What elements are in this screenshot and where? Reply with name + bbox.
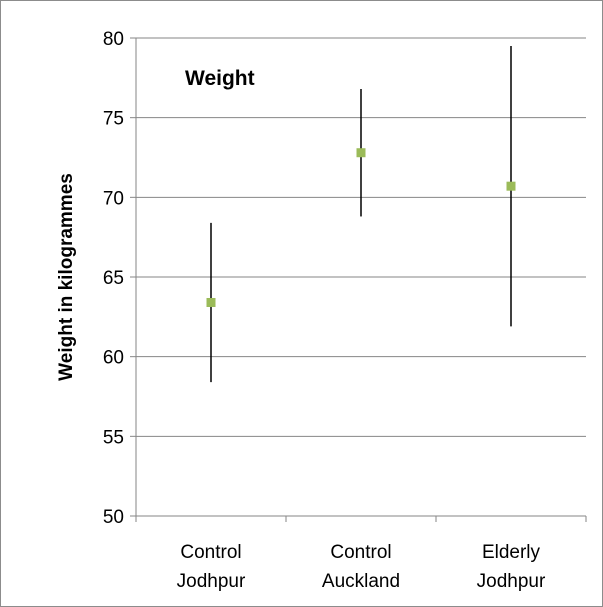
x-category-label: Control Auckland [322, 542, 400, 592]
x-category-label-line: Elderly [482, 542, 541, 563]
y-tick-label: 70 [103, 188, 124, 209]
error-bars [210, 45, 512, 383]
x-category-labels: Control Jodhpur Control Auckland Elderly Jodh… [177, 542, 546, 592]
data-point-marker [506, 181, 516, 191]
y-tick-label: 60 [103, 348, 124, 369]
data-point-marker [356, 148, 366, 158]
chart-title: Weight [185, 67, 255, 90]
data-point-marker [206, 297, 216, 307]
x-category-label-line: Auckland [322, 571, 400, 592]
y-tick-label: 50 [103, 507, 124, 528]
y-tick-label: 80 [103, 29, 124, 50]
x-category-label-line: Jodhpur [177, 571, 246, 592]
x-category-label: Control Jodhpur [177, 542, 246, 592]
x-category-label-line: Control [330, 542, 391, 563]
y-tick-labels: 50 55 60 65 70 75 80 [103, 29, 124, 528]
y-tick-label: 65 [103, 268, 124, 289]
data-markers [206, 148, 516, 307]
x-category-label-line: Control [180, 542, 241, 563]
y-tick-label: 55 [103, 427, 124, 448]
y-axis-title: Weight in kilogrammes [56, 173, 77, 381]
y-tick-label: 75 [103, 109, 124, 130]
x-category-label-line: Jodhpur [477, 571, 546, 592]
x-category-label: Elderly Jodhpur [477, 542, 546, 592]
axes [130, 37, 587, 522]
